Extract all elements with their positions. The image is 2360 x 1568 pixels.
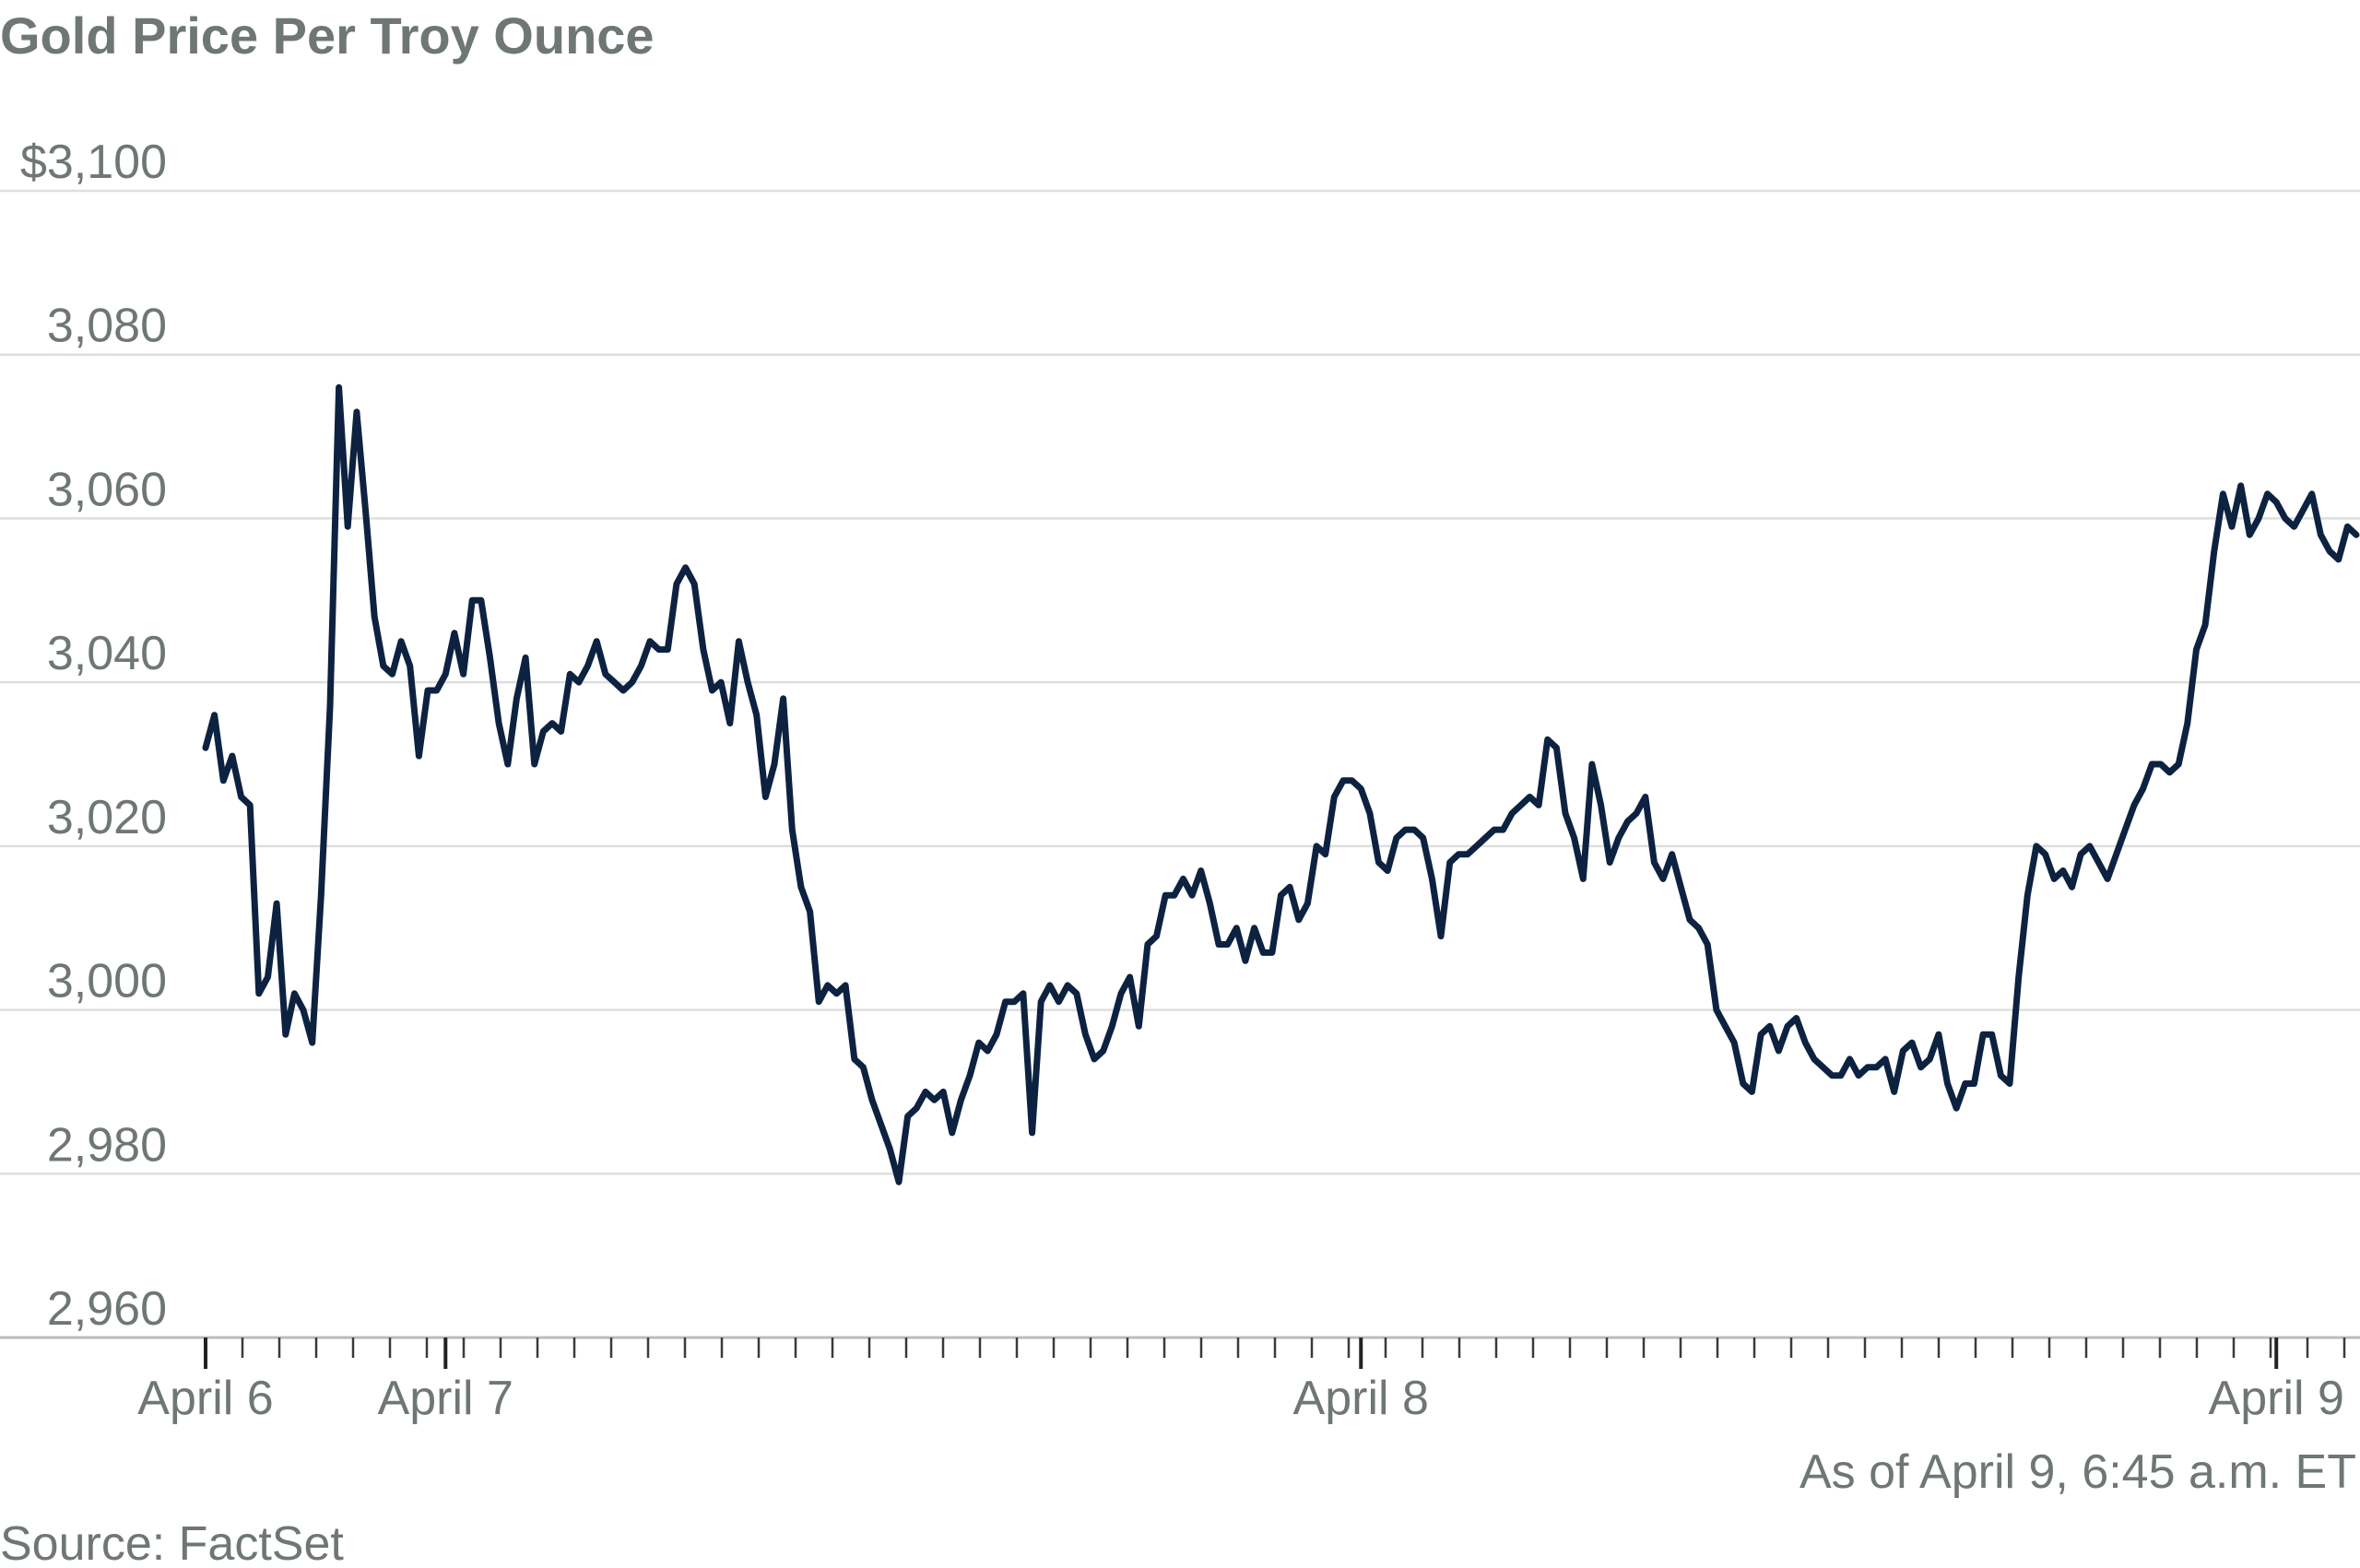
y-tick-label: 3,060 [47, 463, 167, 516]
y-tick-label: 2,960 [47, 1282, 167, 1336]
series-line [202, 383, 2360, 1185]
x-tick-label: April 6 [137, 1372, 273, 1425]
y-tick-label: 3,080 [47, 300, 167, 353]
gridlines [0, 189, 2360, 1339]
chart-title: Gold Price Per Troy Ounce [0, 6, 655, 65]
y-tick-label: 2,980 [47, 1118, 167, 1172]
y-axis-tick-labels: $3,100 3,080 3,060 3,040 3,020 3,000 2,980 2,96… [20, 136, 167, 1336]
y-tick-label: $3,100 [20, 136, 167, 189]
source-note: Source: FactSet [0, 1517, 344, 1568]
x-tick-label: April 7 [378, 1372, 513, 1425]
as-of-note: As of April 9, 6:45 a.m. ET [1800, 1445, 2356, 1499]
y-tick-label: 3,020 [47, 791, 167, 844]
y-tick-label: 3,000 [47, 955, 167, 1008]
x-tick-label: April 9 [2209, 1372, 2344, 1425]
x-tick-label: April 8 [1293, 1372, 1429, 1425]
y-tick-label: 3,040 [47, 627, 167, 680]
x-axis: April 6 April 7 April 8 April 9 [137, 1338, 2346, 1425]
